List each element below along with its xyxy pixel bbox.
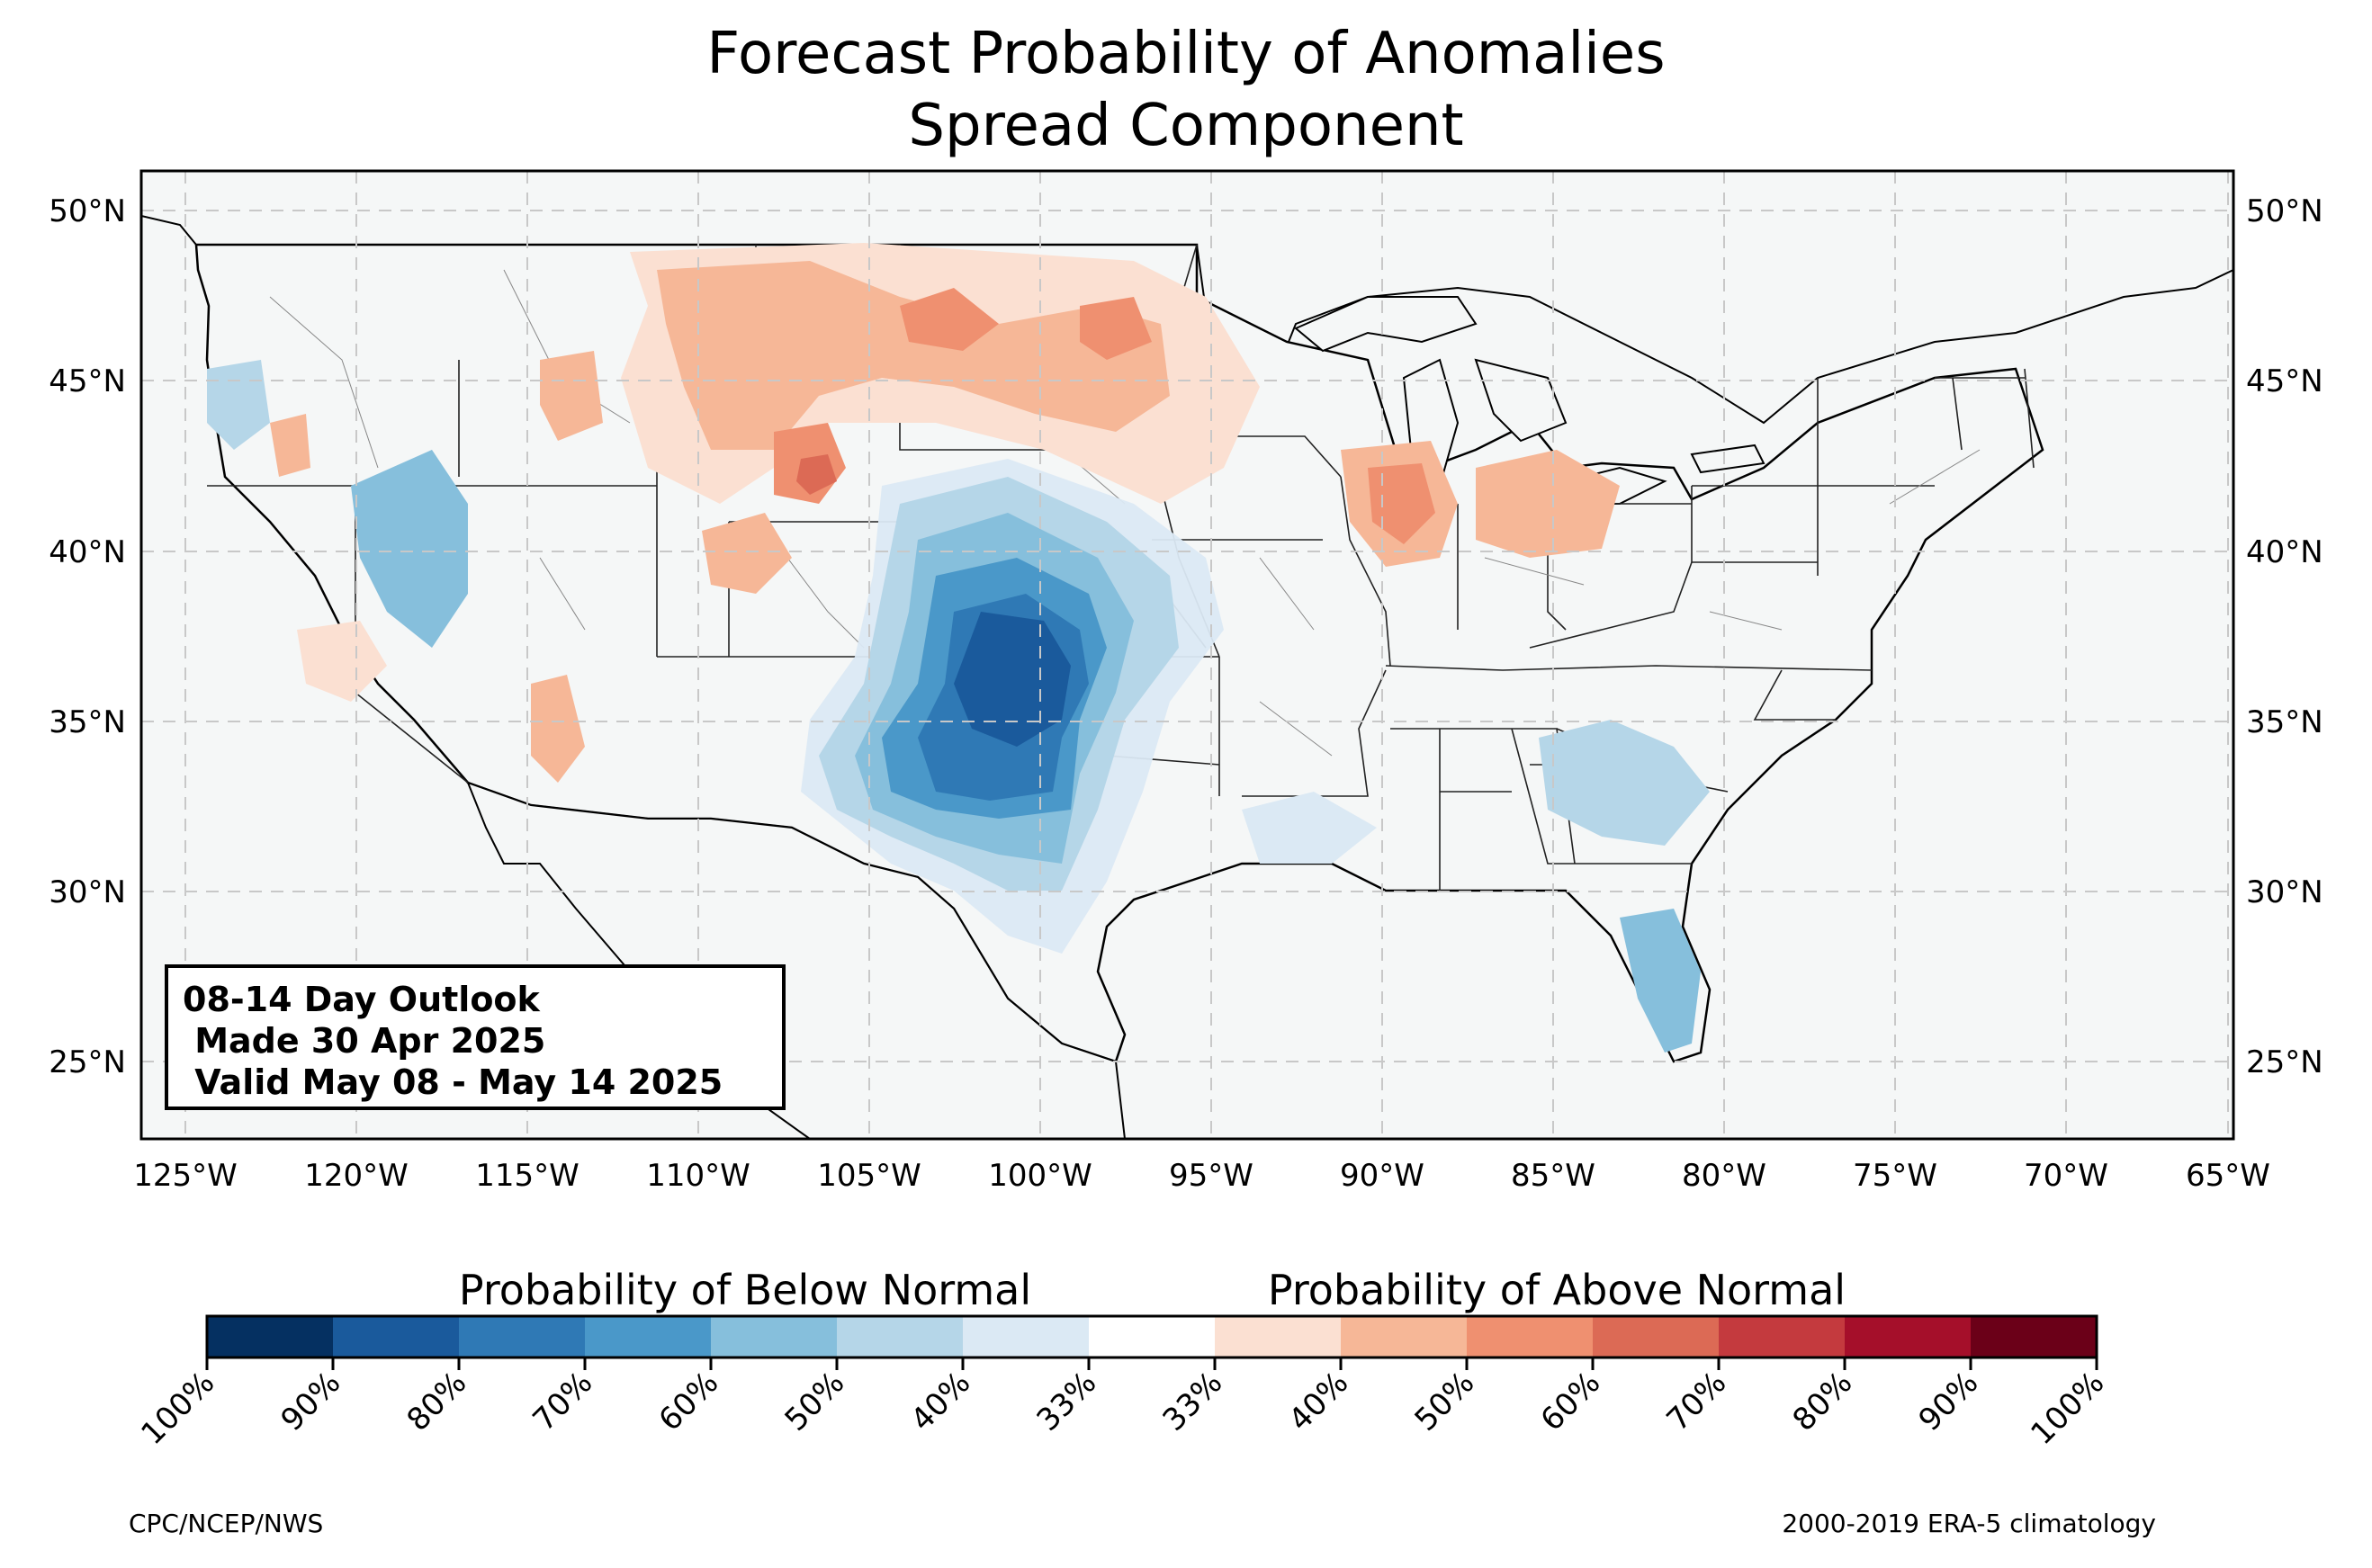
colorbar-swatch [459,1316,586,1357]
footer-climatology: 2000-2019 ERA-5 climatology [1782,1509,2156,1538]
colorbar-tick-label: 100% [2024,1365,2111,1452]
lat-label: 25°N [49,1044,126,1080]
lat-label: 50°N [49,193,126,229]
below-normal-90-southern-plains [954,612,1071,747]
outlook-valid-range: Valid May 08 - May 14 2025 [183,1062,723,1102]
lon-label: 75°W [1853,1158,1937,1194]
lat-label: 35°N [49,704,126,740]
colorbar-swatch [711,1316,838,1357]
colorbar-tick-label: 40% [904,1365,978,1438]
colorbar-tick-label: 50% [1408,1365,1482,1438]
above-normal-california [297,621,387,702]
below-normal-florida [1620,909,1701,1053]
lat-label: 45°N [49,363,126,399]
lat-labels-left: 50°N 45°N 40°N 35°N 30°N 25°N [49,193,126,1080]
map-frame [139,169,2235,1141]
colorbar-swatch [1341,1316,1468,1357]
lat-label: 50°N [2246,193,2323,229]
lon-labels: 125°W 120°W 115°W 110°W 105°W 100°W 95°W… [133,1158,2270,1194]
colorbar-tick-label: 90% [274,1365,348,1438]
colorbar-swatch [1845,1316,1972,1357]
lon-label: 70°W [2024,1158,2108,1194]
lat-labels-right: 50°N 45°N 40°N 35°N 30°N 25°N [2246,193,2323,1080]
above-normal-ohio [1476,450,1620,558]
colorbar-tick-label: 33% [1156,1365,1230,1438]
colorbar-swatch [1467,1316,1594,1357]
colorbar-swatch [1719,1316,1846,1357]
colorbar-swatch [1971,1316,2098,1357]
lon-label: 65°W [2186,1158,2270,1194]
colorbar-tick-label: 50% [778,1365,852,1438]
lon-label: 80°W [1682,1158,1766,1194]
lon-label: 95°W [1169,1158,1253,1194]
above-normal-60-midwest [1368,463,1435,544]
title-line-1: Forecast Probability of Anomalies [706,21,1666,87]
lat-label: 40°N [2246,534,2323,570]
colorbar-tick-label: 90% [1912,1365,1986,1438]
lat-label: 35°N [2246,704,2323,740]
colorbar-swatch [1593,1316,1720,1357]
colorbar-swatch [585,1316,712,1357]
colorbar-tick-label: 40% [1282,1365,1356,1438]
lon-label: 100°W [988,1158,1092,1194]
lat-label: 30°N [49,874,126,910]
lat-label: 25°N [2246,1044,2323,1080]
lon-label: 120°W [304,1158,409,1194]
colorbar-tick-label: 80% [1786,1365,1860,1438]
below-normal-great-basin [351,450,468,648]
lat-label: 30°N [2246,874,2323,910]
lat-label: 45°N [2246,363,2323,399]
below-normal-southeast [1539,720,1710,846]
colorbar-tick-label: 70% [526,1365,600,1438]
title-line-2: Spread Component [908,93,1464,159]
colorbar-swatch [1215,1316,1342,1357]
outlook-info-box: 08-14 Day Outlook Made 30 Apr 2025 Valid… [165,964,786,1110]
above-normal-70-wyoming [796,454,837,495]
lon-label: 125°W [133,1158,238,1194]
above-normal-colorado [702,513,792,594]
lon-label: 90°W [1340,1158,1424,1194]
colorbar: Probability of Below Normal Probability … [134,1266,2111,1452]
colorbar-swatch [333,1316,460,1357]
above-normal-60-dakotas [900,288,1152,360]
lon-label: 115°W [475,1158,580,1194]
colorbar-ticks: 100% 90% 80% 70% 60% 50% 40% 33% 33% 40% 50% 60% 70%… [134,1357,2111,1452]
lon-label: 110°W [646,1158,750,1194]
above-normal-oregon [270,414,310,477]
below-normal-oregon [207,360,270,450]
lon-label: 105°W [817,1158,921,1194]
colorbar-frame [205,1314,2098,1359]
colorbar-title-above: Probability of Above Normal [1268,1266,1846,1314]
outlook-period: 08-14 Day Outlook [183,980,540,1019]
colorbar-tick-label: 100% [134,1365,221,1452]
colorbar-title-below: Probability of Below Normal [459,1266,1031,1314]
colorbar-tick-label: 60% [652,1365,726,1438]
colorbar-tick-label: 70% [1660,1365,1734,1438]
chart-title: Forecast Probability of Anomalies Spread… [0,18,2372,162]
above-normal-arizona [531,675,585,783]
colorbar-swatch [207,1316,334,1357]
colorbar-swatch [1089,1316,1216,1357]
colorbar-tick-label: 60% [1534,1365,1608,1438]
colorbar-tick-label: 80% [400,1365,474,1438]
footer-source: CPC/NCEP/NWS [129,1509,323,1538]
above-normal-idaho [540,351,603,441]
below-normal-gulf-coast [1242,792,1377,864]
colorbar-swatch [837,1316,964,1357]
anomaly-shading [207,243,1710,1053]
lat-label: 40°N [49,534,126,570]
mexico-landmass [466,781,1127,1139]
colorbar-swatches [207,1316,2098,1357]
colorbar-swatch [963,1316,1090,1357]
above-normal-50-northern-plains [657,261,1170,450]
outlook-made-date: Made 30 Apr 2025 [183,1021,546,1061]
colorbar-tick-label: 33% [1030,1365,1104,1438]
lon-label: 85°W [1511,1158,1595,1194]
